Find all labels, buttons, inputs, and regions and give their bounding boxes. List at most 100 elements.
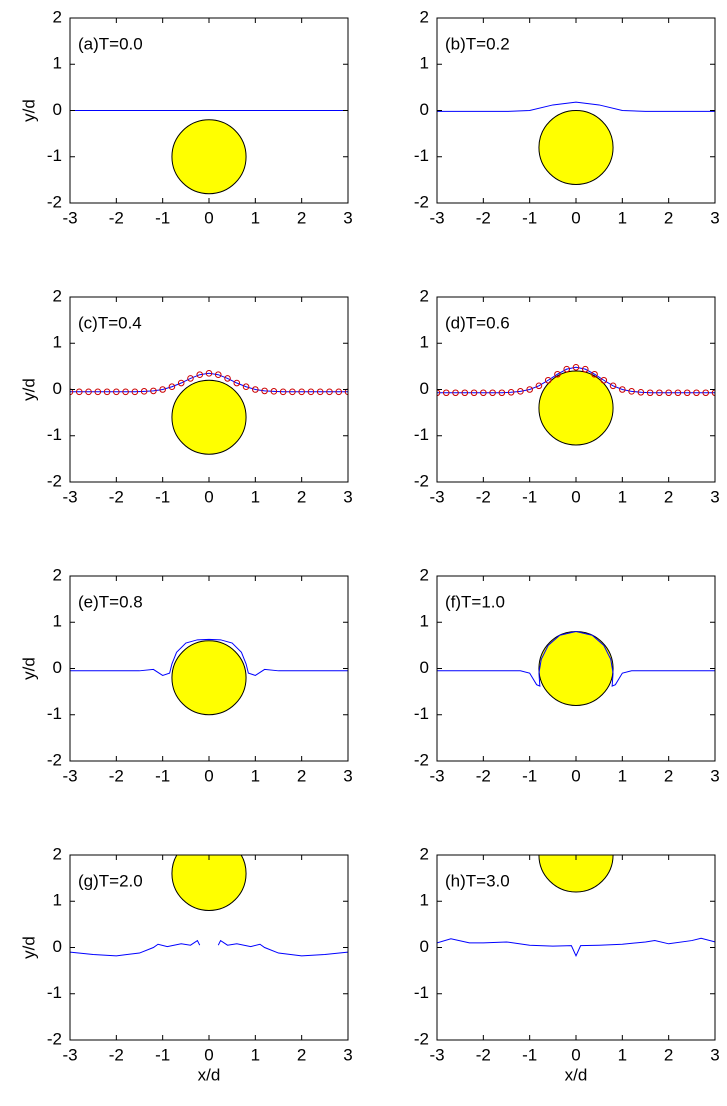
annotation: (a)T=0.0 (78, 34, 143, 53)
x-tick-label: 1 (618, 766, 627, 785)
marker (75, 388, 83, 396)
x-tick-label: -3 (62, 766, 77, 785)
x-tick-label: 1 (618, 487, 627, 506)
marker (335, 388, 343, 396)
marker (122, 388, 129, 396)
y-tick-label: 1 (53, 612, 62, 631)
marker (196, 371, 204, 379)
marker (113, 388, 120, 396)
annotation: (c)T=0.4 (78, 313, 142, 332)
sphere (171, 640, 247, 716)
marker (187, 375, 194, 382)
marker (150, 387, 157, 395)
y-tick-label: -2 (414, 1029, 429, 1048)
marker (224, 375, 231, 382)
y-tick-label: 1 (53, 54, 62, 73)
y-tick-label: 1 (420, 333, 429, 352)
marker (535, 382, 543, 390)
x-tick-label: 3 (710, 487, 719, 506)
x-tick-label: 2 (664, 1045, 673, 1064)
sphere (171, 379, 247, 455)
y-tick-label: 0 (420, 379, 429, 398)
x-tick-label: -1 (155, 766, 170, 785)
y-tick-label: -1 (414, 425, 429, 444)
marker (140, 388, 148, 395)
x-tick-label: 2 (297, 487, 306, 506)
marker (693, 389, 700, 397)
marker (214, 371, 222, 379)
x-tick-label: -2 (476, 208, 491, 227)
y-axis-label: y/d (19, 99, 38, 122)
annotation: (e)T=0.8 (78, 592, 143, 611)
marker (702, 389, 710, 397)
y-tick-label: 2 (420, 7, 429, 26)
marker (316, 388, 324, 396)
marker (177, 379, 185, 387)
sphere (171, 855, 247, 911)
marker (452, 389, 459, 397)
x-tick-label: -2 (476, 487, 491, 506)
x-tick-label: 3 (343, 766, 352, 785)
y-tick-label: -1 (414, 146, 429, 165)
x-tick-label: 2 (297, 1045, 306, 1064)
y-tick-label: -2 (47, 750, 62, 769)
marker (600, 376, 608, 384)
x-tick-label: -3 (62, 1045, 77, 1064)
y-tick-label: -1 (47, 146, 62, 165)
x-tick-label: -1 (522, 1045, 537, 1064)
x-tick-label: -1 (522, 208, 537, 227)
x-tick-label: 0 (204, 1045, 213, 1064)
x-tick-label: 2 (664, 208, 673, 227)
y-tick-label: 1 (53, 333, 62, 352)
y-tick-label: -2 (47, 471, 62, 490)
marker (480, 389, 487, 397)
marker (637, 388, 645, 396)
marker (94, 388, 102, 396)
x-tick-label: 1 (251, 1045, 260, 1064)
y-tick-label: 1 (420, 54, 429, 73)
marker (85, 388, 92, 396)
sphere (538, 110, 614, 185)
marker (261, 387, 268, 395)
y-tick-label: -1 (47, 425, 62, 444)
x-tick-label: 3 (710, 1045, 719, 1064)
x-tick-label: 3 (343, 208, 352, 227)
x-tick-label: -2 (109, 766, 124, 785)
x-tick-label: 0 (571, 1045, 580, 1064)
x-tick-label: -1 (522, 766, 537, 785)
marker (298, 388, 305, 396)
x-tick-label: -3 (62, 487, 77, 506)
x-tick-label: 3 (343, 487, 352, 506)
interface-line (437, 937, 715, 958)
x-tick-label: 0 (571, 487, 580, 506)
sphere (538, 631, 614, 706)
x-tick-label: 3 (710, 766, 719, 785)
marker (242, 383, 250, 391)
y-tick-label: 1 (420, 891, 429, 910)
x-axis-label: x/d (565, 1065, 588, 1084)
x-tick-label: 1 (618, 208, 627, 227)
x-tick-label: -2 (109, 208, 124, 227)
annotation: (h)T=3.0 (445, 871, 510, 890)
sphere (538, 370, 614, 446)
y-tick-label: 2 (53, 7, 62, 26)
x-tick-label: 0 (204, 487, 213, 506)
x-tick-label: -1 (522, 487, 537, 506)
x-tick-label: 1 (618, 1045, 627, 1064)
interface-line (437, 630, 715, 687)
x-tick-label: -2 (109, 487, 124, 506)
x-tick-label: -1 (155, 208, 170, 227)
marker (517, 388, 524, 395)
x-axis-label: x/d (198, 1065, 221, 1084)
x-tick-label: -2 (476, 1045, 491, 1064)
y-tick-label: 2 (420, 286, 429, 305)
sphere (538, 855, 614, 893)
y-tick-label: -2 (47, 192, 62, 211)
marker (326, 388, 333, 396)
